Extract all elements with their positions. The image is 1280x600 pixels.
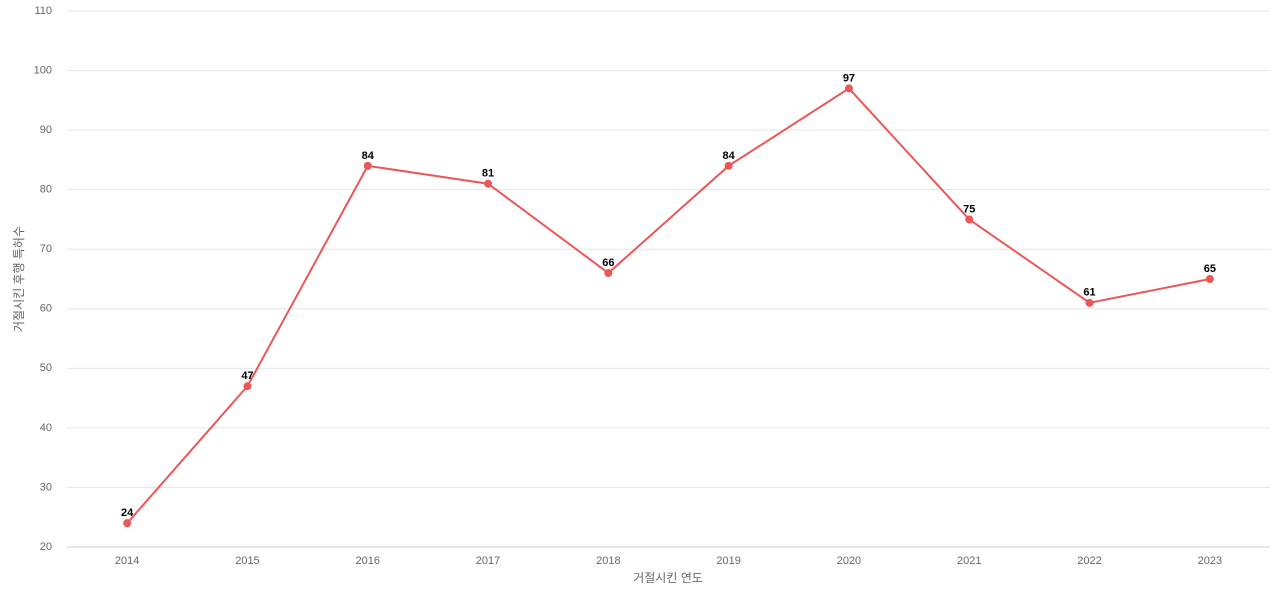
x-tick-label: 2021 xyxy=(957,555,981,567)
point xyxy=(1085,298,1094,307)
x-tick-label: 2018 xyxy=(596,555,620,567)
x-tick-label: 2022 xyxy=(1077,555,1101,567)
point xyxy=(1205,275,1214,283)
x-tick-label: 2020 xyxy=(837,555,861,567)
point xyxy=(844,84,853,93)
point xyxy=(484,179,493,188)
y-tick-label: 30 xyxy=(40,481,52,493)
x-tick-label: 2023 xyxy=(1198,555,1222,567)
point xyxy=(243,382,252,391)
value-label: 61 xyxy=(1083,287,1095,299)
y-tick-label: 60 xyxy=(40,303,52,315)
value-label: 47 xyxy=(241,370,253,382)
x-tick-label: 2015 xyxy=(235,555,259,567)
x-axis-title: 거절시킨 연도 xyxy=(633,571,703,585)
y-tick-label: 50 xyxy=(40,362,52,374)
y-tick-label: 80 xyxy=(40,184,52,196)
point xyxy=(604,269,613,278)
point xyxy=(123,519,132,528)
x-tick-label: 2017 xyxy=(476,555,500,567)
y-tick-label: 20 xyxy=(40,541,52,553)
y-axis-title: 거절시킨 후행 특허수 xyxy=(11,226,26,332)
point xyxy=(363,161,372,170)
value-label: 75 xyxy=(963,203,975,215)
y-tick-label: 40 xyxy=(40,422,52,434)
y-tick-label: 70 xyxy=(40,243,52,255)
y-tick-label: 90 xyxy=(40,124,52,136)
point xyxy=(965,215,974,224)
line xyxy=(126,87,1211,524)
value-label: 65 xyxy=(1204,263,1216,275)
value-label: 84 xyxy=(723,150,736,162)
x-tick-label: 2019 xyxy=(716,555,740,567)
value-label: 97 xyxy=(843,72,855,84)
y-tick-label: 100 xyxy=(34,64,52,76)
value-label: 66 xyxy=(602,257,614,269)
x-tick-label: 2016 xyxy=(356,555,380,567)
point xyxy=(724,161,733,170)
value-label: 81 xyxy=(482,168,494,180)
x-tick-label: 2014 xyxy=(115,555,139,567)
y-tick-label: 110 xyxy=(34,5,52,17)
value-label: 84 xyxy=(362,150,375,162)
value-label: 24 xyxy=(121,507,134,519)
